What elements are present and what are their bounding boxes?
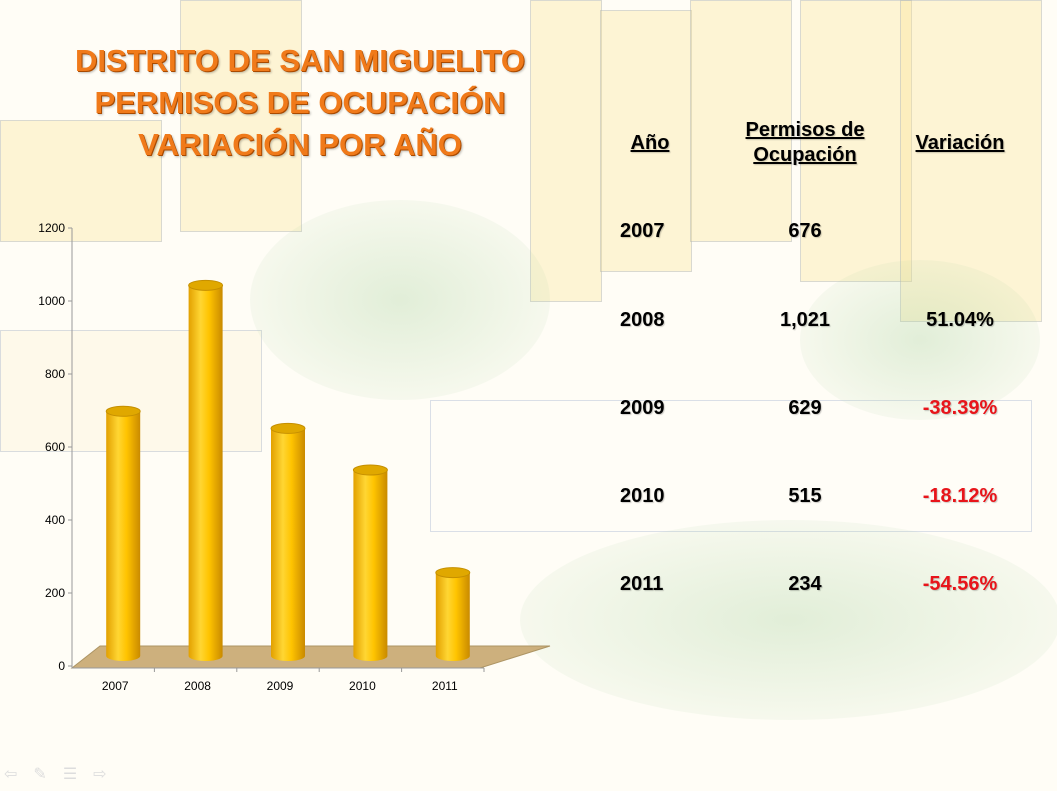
y-tick-label: 1000 (38, 294, 65, 308)
title-line-2: PERMISOS DE OCUPACIÓN (94, 85, 506, 120)
arrow-right-icon[interactable]: ⇨ (93, 766, 107, 783)
x-tick-label: 2010 (349, 679, 376, 693)
row-year: 2010 (620, 485, 665, 507)
bar-top-2008 (188, 279, 224, 291)
bar-2008 (188, 285, 223, 661)
x-tick-label: 2007 (102, 679, 129, 693)
chart-floor (70, 645, 551, 669)
bar-2010 (353, 470, 388, 661)
x-tick-label: 2011 (432, 679, 458, 693)
y-tick-label: 800 (45, 367, 65, 381)
pen-icon[interactable]: ✎ (33, 766, 47, 783)
row-year: 2007 (620, 220, 665, 242)
row-permits: 1,021 (779, 309, 831, 331)
bar-top-2009 (270, 422, 306, 434)
bar-top-2010 (352, 464, 388, 476)
y-tick-label: 200 (45, 586, 65, 600)
title-line-3: VARIACIÓN POR AÑO (138, 127, 462, 162)
row-permits: 234 (788, 573, 822, 595)
row-permits: 515 (788, 485, 822, 507)
x-tick-label: 2009 (267, 679, 294, 693)
row-year: 2011 (620, 573, 664, 595)
arrow-left-icon[interactable]: ⇦ (4, 766, 18, 783)
slide-nav: ⇦ ✎ ☰ ⇨ (4, 764, 107, 784)
row-permits: 629 (788, 397, 822, 419)
row-variation: -54.56% (922, 573, 998, 595)
y-tick-label: 1200 (38, 221, 65, 235)
row-year: 2009 (620, 397, 665, 419)
bar-2007 (106, 411, 141, 661)
row-permits: 676 (788, 220, 822, 242)
bar-top-2007 (105, 405, 141, 417)
row-year: 2008 (620, 309, 665, 331)
bar-top-2011 (435, 567, 471, 579)
title-line-1: DISTRITO DE SAN MIGUELITO (74, 43, 526, 78)
x-tick-label: 2008 (184, 679, 211, 693)
row-variation: -38.39% (922, 397, 998, 419)
y-tick-label: 400 (45, 513, 65, 527)
y-tick-label: 0 (58, 659, 65, 673)
header-permits: Permisos de Ocupación (745, 119, 865, 166)
bar-2011 (435, 572, 470, 661)
menu-icon[interactable]: ☰ (62, 766, 78, 783)
y-tick-label: 600 (45, 440, 65, 454)
row-variation: 51.04% (926, 309, 994, 331)
header-year: Año (630, 132, 670, 154)
bar-2009 (271, 428, 305, 661)
header-variation: Variación (915, 132, 1005, 154)
slide-title: DISTRITO DE SAN MIGUELITO PERMISOS DE OC… (20, 40, 580, 166)
row-variation: -18.12% (922, 485, 998, 507)
